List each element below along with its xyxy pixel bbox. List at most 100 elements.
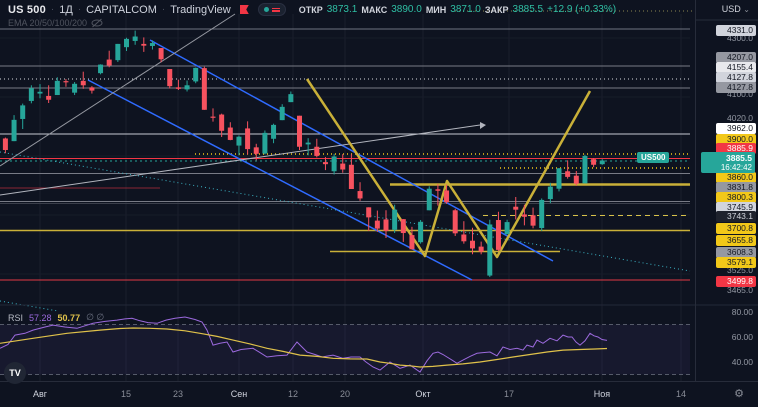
low-label: МИН (425, 4, 447, 15)
tradingview-logo[interactable]: TV (4, 362, 26, 384)
price-axis-label: 4127.8 (716, 81, 756, 93)
candle (37, 91, 43, 94)
chevron-down-icon: ⌄ (743, 5, 750, 14)
ema-indicator-row[interactable]: EMA 20/50/100/200 (8, 17, 616, 29)
candle (115, 43, 121, 61)
yellow-zigzag-pattern[interactable] (305, 78, 592, 259)
price-axis-label: 4207.0 (716, 51, 756, 63)
price-axis-tick: 60.00 (731, 332, 753, 342)
candle (167, 69, 173, 87)
time-axis-label: 12 (287, 389, 299, 399)
candle (201, 68, 207, 110)
rsi-line (0, 316, 608, 373)
candle (383, 219, 389, 231)
teal-dotted-corner[interactable] (0, 300, 59, 312)
gear-icon[interactable]: ⚙ (734, 388, 744, 400)
gray-shallow-ascending[interactable] (0, 124, 481, 196)
price-axis-tick: 40.00 (731, 357, 753, 367)
candle (547, 186, 553, 200)
candle (219, 114, 225, 131)
candle (452, 210, 458, 234)
candle (149, 43, 155, 46)
candle (392, 209, 398, 230)
candle (530, 215, 536, 226)
price-axis-tick: 4020.0 (727, 113, 753, 123)
time-axis-label: Ноя (593, 389, 611, 399)
time-axis-label: Сен (230, 389, 248, 399)
candle (366, 207, 372, 218)
channel-upper-blue[interactable] (149, 39, 554, 262)
price-axis[interactable]: 4300.0 4100.0 4020.0 3525.0 3465.0 80.00 60.00… (695, 0, 758, 381)
high-label: МАКС (361, 4, 388, 15)
price-axis-tick: 3465.0 (727, 285, 753, 295)
candle (236, 136, 242, 146)
teal-dotted-descending[interactable] (0, 151, 691, 272)
candle (409, 235, 415, 250)
platform-label[interactable]: TradingView (170, 3, 231, 16)
close-label: ЗАКР (484, 4, 509, 15)
candle (141, 43, 147, 46)
price-axis-label: 3831.8 (716, 181, 756, 193)
rsi-panel (0, 316, 690, 375)
candle (470, 240, 475, 249)
low-value: 3871.0 (450, 4, 481, 15)
time-axis-label: 14 (675, 389, 687, 399)
candle (582, 155, 588, 184)
price-axis-label: 3900.0 (716, 133, 756, 145)
candle (46, 95, 52, 100)
candle (11, 119, 17, 142)
rsi-legend[interactable]: RSI 57.28 50.77 ∅ ∅ (8, 312, 104, 323)
time-axis-label: 15 (120, 389, 132, 399)
eye-hidden-icon[interactable] (91, 18, 103, 28)
candle (124, 38, 129, 48)
gray-steep-ascending[interactable] (0, 13, 236, 167)
time-axis-label: 23 (172, 389, 184, 399)
current-price-value: 3885.5 (726, 153, 752, 163)
flag-icon[interactable] (239, 5, 249, 14)
trade-buttons-pill[interactable] (257, 3, 286, 16)
rsi-value: 57.28 (29, 312, 52, 323)
symbol-title[interactable]: US 500 (8, 3, 46, 16)
time-axis[interactable]: Авг 15 23 Сен 12 20 Окт 17 Ноя 14 (0, 381, 758, 407)
price-axis-label: 3499.8 (716, 275, 756, 287)
separator-dot: · (50, 4, 55, 15)
candle (435, 189, 441, 191)
trendline-arrowhead (480, 122, 486, 129)
candle (89, 87, 95, 91)
candle (227, 127, 233, 140)
candle (504, 222, 510, 235)
interval-label[interactable]: 1Д (59, 3, 73, 16)
candle (340, 163, 346, 170)
price-axis-label: 3745.9 (716, 201, 756, 213)
candle (305, 142, 311, 145)
candle (253, 147, 259, 154)
candle (175, 87, 181, 89)
channel-lower-blue[interactable] (87, 79, 473, 281)
exchange-label[interactable]: CAPITALCOM (86, 3, 157, 16)
sell-bars-icon (271, 7, 280, 12)
candles (2, 30, 605, 278)
candle (556, 168, 562, 189)
candle (591, 159, 597, 165)
price-level-lines (0, 10, 693, 281)
candle (245, 128, 251, 150)
rsi-empty-values: ∅ ∅ (86, 312, 105, 322)
symbol-row[interactable]: US 500 · 1Д · CAPITALCOM · TradingView О… (8, 2, 616, 17)
price-axis-label: 3579.1 (716, 256, 756, 268)
rsi-ma-line (0, 327, 608, 368)
candle (72, 83, 78, 93)
candle (444, 190, 450, 203)
candle (54, 80, 60, 96)
candle (288, 94, 294, 103)
close-value: 3885.5 (512, 4, 544, 15)
price-axis-label: 3743.1 (716, 210, 756, 222)
candle (20, 105, 26, 119)
price-axis-tick: 3525.0 (727, 265, 753, 275)
candle (426, 188, 432, 211)
currency-dropdown[interactable]: USD ⌄ (722, 4, 750, 14)
candle (487, 224, 493, 276)
price-axis-tick: 4300.0 (727, 33, 753, 43)
price-axis-label: 4331.0 (716, 24, 756, 36)
